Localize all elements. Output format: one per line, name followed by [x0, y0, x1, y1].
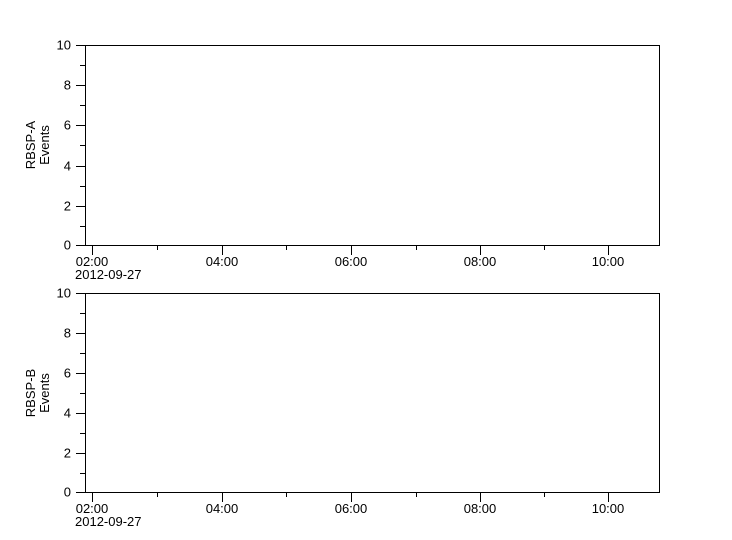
y-tick-label: 10	[56, 285, 71, 301]
y-major-tick	[76, 492, 85, 493]
y-tick-label: 8	[63, 325, 71, 341]
y-minor-tick	[80, 313, 85, 314]
y-tick-label: 6	[63, 365, 71, 381]
x-major-tick	[608, 493, 609, 502]
y-minor-tick	[80, 393, 85, 394]
y-major-tick	[76, 453, 85, 454]
x-major-tick	[351, 493, 352, 502]
x-tick-label: 10:00	[591, 254, 625, 269]
y-axis-label-line2: Events	[37, 373, 52, 413]
y-major-tick	[76, 166, 85, 167]
y-tick-label: 0	[63, 484, 71, 500]
plot-area-rbsp-b	[85, 293, 660, 493]
y-tick-label: 4	[63, 405, 71, 421]
x-tick-label: 08:00	[463, 501, 497, 516]
y-minor-tick	[80, 226, 85, 227]
y-axis-label-rbsp-b: RBSP-B Events	[23, 323, 52, 463]
y-axis-label-line1: RBSP-B	[23, 368, 38, 418]
x-major-tick	[480, 493, 481, 502]
y-tick-label: 2	[63, 445, 71, 461]
x-minor-tick	[544, 493, 545, 497]
x-minor-tick	[416, 246, 417, 250]
plot-area-rbsp-a	[85, 45, 660, 246]
x-tick-label: 02:00	[75, 501, 109, 516]
y-tick-label: 2	[63, 198, 71, 214]
x-minor-tick	[544, 246, 545, 250]
y-minor-tick	[80, 105, 85, 106]
x-major-tick	[608, 246, 609, 255]
y-minor-tick	[80, 433, 85, 434]
x-major-tick	[92, 246, 93, 255]
y-minor-tick	[80, 65, 85, 66]
x-tick-label: 02:00	[75, 254, 109, 269]
x-tick-label: 06:00	[334, 254, 368, 269]
y-tick-label: 0	[63, 237, 71, 253]
y-major-tick	[76, 206, 85, 207]
x-tick-label: 04:00	[205, 501, 239, 516]
x-tick-label: 10:00	[591, 501, 625, 516]
x-major-tick	[222, 493, 223, 502]
x-minor-tick	[157, 246, 158, 250]
x-tick-label: 08:00	[463, 254, 497, 269]
y-tick-label: 8	[63, 77, 71, 93]
y-major-tick	[76, 333, 85, 334]
y-tick-label: 10	[56, 37, 71, 53]
y-major-tick	[76, 293, 85, 294]
y-major-tick	[76, 413, 85, 414]
x-minor-tick	[157, 493, 158, 497]
y-axis-label-line1: RBSP-A	[23, 120, 38, 170]
date-label: 2012-09-27	[75, 514, 142, 529]
y-major-tick	[76, 245, 85, 246]
y-minor-tick	[80, 353, 85, 354]
y-axis-label-line2: Events	[37, 125, 52, 165]
y-tick-label: 4	[63, 158, 71, 174]
x-minor-tick	[416, 493, 417, 497]
y-tick-label: 6	[63, 117, 71, 133]
x-minor-tick	[286, 493, 287, 497]
x-tick-label: 06:00	[334, 501, 368, 516]
y-major-tick	[76, 125, 85, 126]
y-major-tick	[76, 45, 85, 46]
x-major-tick	[222, 246, 223, 255]
x-minor-tick	[286, 246, 287, 250]
y-minor-tick	[80, 473, 85, 474]
x-major-tick	[92, 493, 93, 502]
y-minor-tick	[80, 145, 85, 146]
x-major-tick	[480, 246, 481, 255]
y-axis-label-rbsp-a: RBSP-A Events	[23, 75, 52, 215]
x-tick-label: 04:00	[205, 254, 239, 269]
date-label: 2012-09-27	[75, 267, 142, 282]
y-major-tick	[76, 373, 85, 374]
y-major-tick	[76, 85, 85, 86]
x-major-tick	[351, 246, 352, 255]
y-minor-tick	[80, 186, 85, 187]
